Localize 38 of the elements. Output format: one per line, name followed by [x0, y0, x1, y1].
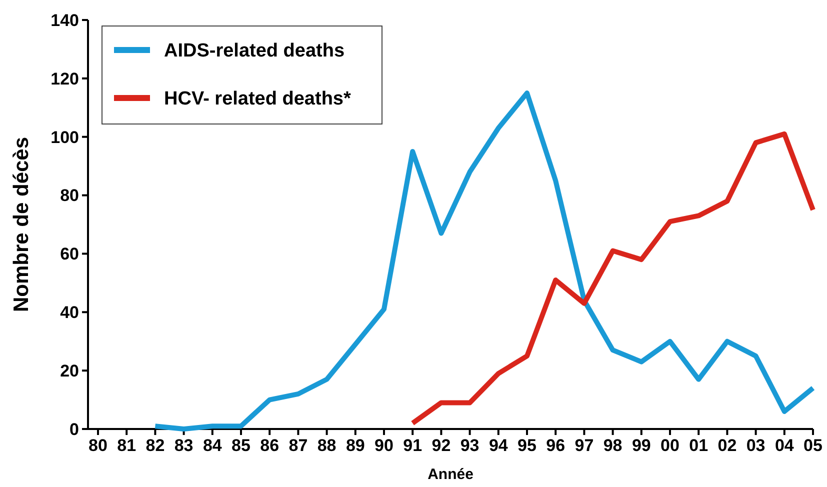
x-tick-label: 84	[202, 436, 222, 455]
x-tick-label: 80	[88, 436, 108, 455]
x-tick-label: 04	[774, 436, 794, 455]
x-tick-label: 98	[603, 436, 622, 455]
y-tick-label: 60	[60, 244, 79, 264]
x-tick-label: 03	[746, 436, 766, 455]
legend-label: HCV- related deaths*	[164, 88, 352, 110]
x-tick-label: 96	[546, 436, 566, 455]
y-tick-label: 120	[50, 69, 79, 88]
x-tick-label: 99	[632, 436, 651, 455]
y-tick-label: 80	[60, 186, 79, 206]
y-tick-label: 40	[60, 303, 79, 322]
x-tick-label: 95	[518, 436, 536, 455]
x-tick-label: 97	[574, 436, 594, 455]
x-tick-label: 86	[260, 436, 280, 455]
x-tick-label: 93	[460, 436, 480, 455]
x-tick-label: 01	[689, 436, 708, 455]
y-tick-label: 20	[60, 362, 79, 381]
x-tick-label: 90	[374, 436, 394, 455]
legend-label: AIDS-related deaths	[164, 40, 345, 62]
x-tick-label: 81	[117, 436, 136, 455]
x-tick-label: 94	[488, 436, 508, 455]
x-tick-label: 83	[174, 436, 194, 455]
y-tick-label: 100	[50, 128, 79, 147]
x-tick-label: 00	[660, 436, 680, 455]
y-tick-label: 0	[70, 420, 79, 439]
x-tick-label: 88	[317, 436, 336, 455]
y-tick-label: 140	[50, 10, 79, 30]
x-tick-label: 87	[288, 436, 308, 455]
x-tick-label: 05	[804, 436, 822, 455]
x-axis-title: Année	[428, 466, 474, 483]
x-tick-label: 89	[346, 436, 365, 455]
x-tick-label: 02	[718, 436, 737, 455]
x-tick-label: 92	[432, 436, 451, 455]
y-axis-title: Nombre de décès	[10, 136, 33, 312]
x-tick-label: 85	[232, 436, 250, 455]
x-tick-label: 91	[403, 436, 422, 455]
x-tick-label: 82	[146, 436, 165, 455]
